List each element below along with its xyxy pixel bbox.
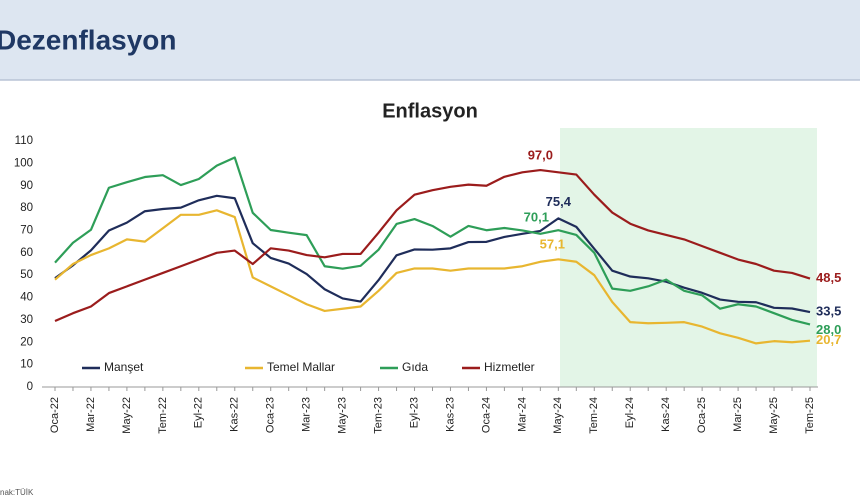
y-tick-label: 20 [20, 336, 33, 348]
x-tick-label: May-24 [552, 397, 564, 434]
x-tick-label: Tem-23 [372, 397, 384, 434]
legend-label: Gıda [402, 360, 428, 374]
data-label: 48,5 [816, 270, 841, 285]
header-band [0, 0, 860, 80]
y-tick-label: 80 [20, 202, 33, 214]
x-tick-label: Oca-25 [696, 397, 708, 433]
series-line [54, 156, 811, 326]
data-label: 33,5 [816, 304, 841, 319]
series-line [54, 194, 811, 314]
x-tick-label: Tem-25 [804, 397, 816, 434]
x-tick-label: Tem-22 [157, 397, 169, 434]
legend-label: Manşet [104, 360, 144, 374]
y-tick-label: 100 [14, 157, 33, 169]
x-tick-label: Oca-24 [480, 397, 492, 433]
x-tick-label: Oca-22 [49, 397, 61, 433]
x-tick-label: Eyl-24 [624, 397, 636, 428]
y-tick-label: 0 [27, 381, 33, 393]
data-label: 28,0 [816, 322, 841, 337]
x-tick-label: May-22 [121, 397, 133, 434]
data-label: 57,1 [540, 237, 565, 252]
x-tick-label: Mar-25 [732, 397, 744, 432]
data-label: 70,1 [524, 210, 549, 225]
x-tick-label: Kas-24 [660, 397, 672, 432]
x-tick-label: Mar-22 [85, 397, 97, 432]
data-label: 75,4 [546, 194, 572, 209]
y-tick-label: 40 [20, 292, 33, 304]
x-tick-label: Kas-22 [229, 397, 241, 432]
y-tick-label: 10 [20, 359, 33, 371]
header-title: Dezenflasyon [0, 24, 177, 55]
x-tick-label: Eyl-23 [408, 397, 420, 428]
x-tick-label: Kas-23 [444, 397, 456, 432]
series-line [54, 209, 811, 345]
x-tick-label: Tem-24 [588, 397, 600, 434]
x-tick-label: Mar-24 [516, 397, 528, 432]
y-tick-label: 60 [20, 247, 33, 259]
legend-label: Temel Mallar [267, 360, 335, 374]
x-tick-label: Eyl-22 [193, 397, 205, 428]
data-label: 97,0 [528, 148, 553, 163]
x-tick-label: Mar-23 [301, 397, 313, 432]
data-label: 20,7 [816, 332, 841, 347]
highlight-region [560, 128, 817, 387]
y-tick-label: 90 [20, 180, 33, 192]
x-tick-label: May-25 [768, 397, 780, 434]
x-tick-label: Oca-23 [265, 397, 277, 433]
chart-title: Enflasyon [382, 100, 478, 122]
x-tick-label: May-23 [337, 397, 349, 434]
y-tick-label: 70 [20, 224, 33, 236]
y-tick-label: 50 [20, 269, 33, 281]
source-note: nak:TÜİK [0, 488, 34, 497]
legend-label: Hizmetler [484, 360, 535, 374]
series-line [54, 168, 811, 323]
y-tick-label: 30 [20, 314, 33, 326]
y-tick-label: 110 [15, 135, 33, 147]
